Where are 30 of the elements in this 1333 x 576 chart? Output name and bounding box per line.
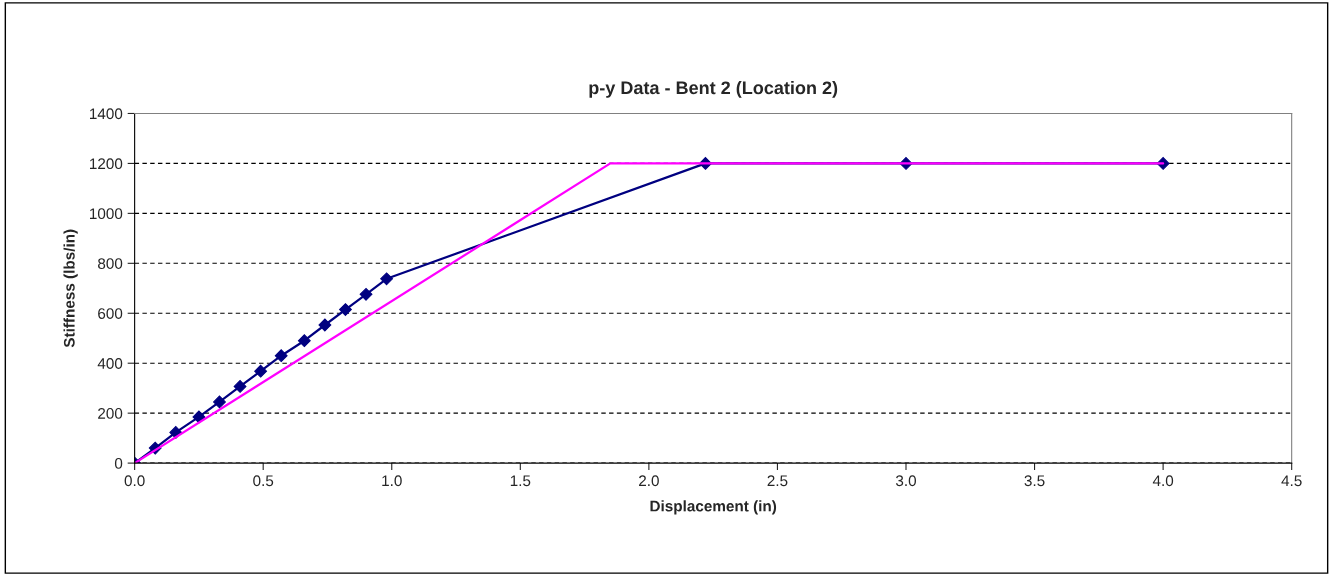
point xyxy=(274,349,288,363)
x-axis-title: Displacement (in) xyxy=(650,500,777,515)
point xyxy=(359,287,373,301)
y-tick-label: 800 xyxy=(98,258,123,269)
y-tick-label: 400 xyxy=(97,358,123,369)
point xyxy=(380,272,394,286)
x-tick-label: 1.0 xyxy=(382,475,402,487)
point xyxy=(318,318,332,332)
x-tick-label: 4.5 xyxy=(1281,475,1302,487)
point xyxy=(233,380,247,393)
y-tick-label: 1200 xyxy=(90,158,123,170)
x-tick-label: 1.5 xyxy=(510,475,531,487)
x-tick-label: 2.5 xyxy=(767,475,788,487)
point xyxy=(254,364,268,378)
chart-title: p-y Data - Bent 2 (Location 2) xyxy=(589,80,838,98)
point xyxy=(297,334,311,348)
point xyxy=(339,303,352,316)
y-tick-label: 0 xyxy=(114,457,123,469)
x-tick-label: 0.5 xyxy=(253,475,274,487)
x-tick-label: 2.0 xyxy=(639,475,659,487)
y-tick-label: 1000 xyxy=(90,208,123,220)
y-axis-title: Stiffness (lbs/in) xyxy=(63,229,78,348)
point xyxy=(213,395,226,409)
x-tick-label: 0.0 xyxy=(124,475,145,487)
y-tick-label: 200 xyxy=(98,408,123,419)
x-tick-label: 4.0 xyxy=(1152,475,1174,487)
x-tick-label: 3.5 xyxy=(1024,475,1045,487)
x-tick-label: 3.0 xyxy=(895,475,917,487)
y-tick-label: 600 xyxy=(98,308,123,319)
y-tick-label: 1400 xyxy=(90,108,123,120)
